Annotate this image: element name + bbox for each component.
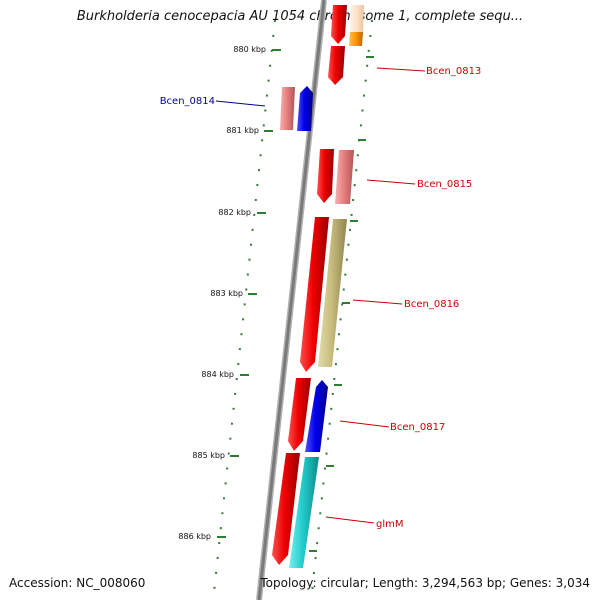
sequence-backbone-core [257,0,326,600]
leader-bcen0815 [366,179,416,185]
leader-glmm [325,516,375,524]
gene-bcen0813[interactable] [328,46,345,85]
leader-bcen0816 [352,299,403,305]
tick-880: 880 kbp [233,45,281,54]
gene-bcen0813-orange[interactable] [349,32,363,46]
tick-label-881: 881 kbp [226,126,259,135]
gene-glmm[interactable] [289,457,319,568]
tick-883: 883 kbp [210,289,257,298]
gene-bcen0817-red[interactable] [288,378,311,451]
tick-884: 884 kbp [201,370,249,379]
map-title: Burkholderia cenocepacia AU 1054 chromos… [76,9,524,24]
tick-886: 886 kbp [178,532,226,541]
gene-bcen0814-pink[interactable] [280,87,295,130]
gene-label-bcen0816[interactable]: Bcen_0816 [404,299,459,310]
tick-label-882: 882 kbp [218,208,251,217]
gene-bcen0815-red[interactable] [317,149,334,203]
gene-glmm-red[interactable] [272,453,300,565]
gene-bcen0815[interactable] [335,150,354,204]
gene-bcen0817[interactable] [305,380,328,452]
gene-label-bcen0817[interactable]: Bcen_0817 [390,422,445,433]
tick-label-880: 880 kbp [233,45,266,54]
gene-bcen0813-part-b[interactable] [350,5,364,34]
gene-bcen0816-red[interactable] [300,217,329,372]
tick-label-885: 885 kbp [192,451,225,460]
leader-bcen0813 [376,67,426,72]
gene-label-glmm[interactable]: glmM [376,519,404,530]
tick-881: 881 kbp [226,126,273,135]
leader-bcen0814 [215,100,266,107]
tick-label-884: 884 kbp [201,370,234,379]
gene-bcen0814[interactable] [297,86,313,131]
right-ticks [309,56,374,552]
ruler-dotted-line [213,19,276,593]
tick-label-886: 886 kbp [178,532,211,541]
gene-label-bcen0813[interactable]: Bcen_0813 [426,66,481,77]
leader-bcen0817 [339,420,390,428]
tick-885: 885 kbp [192,451,239,460]
accession-text: Accession: NC_008060 [9,576,146,590]
gene-label-bcen0814[interactable]: Bcen_0814 [160,96,215,107]
topology-text: Topology: circular; Length: 3,294,563 bp… [260,576,590,590]
track-dotted-line [311,19,373,593]
gene-label-bcen0815[interactable]: Bcen_0815 [417,179,472,190]
gene-bcen0813-part-a[interactable] [331,5,347,44]
gene-bcen0816[interactable] [318,219,347,367]
tick-label-883: 883 kbp [210,289,243,298]
tick-882: 882 kbp [218,208,266,217]
